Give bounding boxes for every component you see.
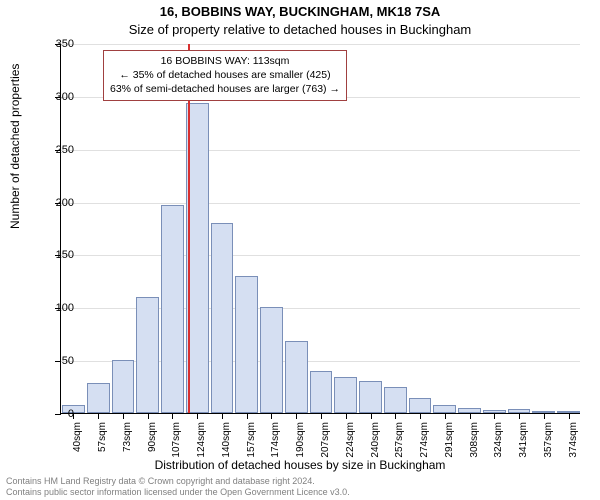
y-tick-label: 0 (34, 408, 74, 420)
x-tick-label: 57sqm (97, 422, 108, 462)
x-tick-label: 40sqm (72, 422, 83, 462)
x-tick (346, 413, 347, 419)
gridline (61, 44, 580, 45)
x-tick-label: 274sqm (419, 422, 430, 462)
histogram-bar (87, 383, 110, 413)
footer-attribution: Contains HM Land Registry data © Crown c… (6, 476, 350, 498)
page-title-line1: 16, BOBBINS WAY, BUCKINGHAM, MK18 7SA (0, 4, 600, 19)
x-tick-label: 190sqm (295, 422, 306, 462)
x-tick-label: 308sqm (469, 422, 480, 462)
histogram-bar (384, 387, 407, 413)
histogram-bar (112, 360, 135, 413)
histogram-plot: 16 BOBBINS WAY: 113sqm← 35% of detached … (60, 44, 580, 414)
annotation-box: 16 BOBBINS WAY: 113sqm← 35% of detached … (103, 50, 347, 101)
x-tick-label: 374sqm (568, 422, 579, 462)
x-tick (569, 413, 570, 419)
x-tick-label: 357sqm (543, 422, 554, 462)
y-tick-label: 50 (34, 355, 74, 367)
histogram-bar (310, 371, 333, 413)
histogram-bar (359, 381, 382, 413)
x-tick-label: 207sqm (320, 422, 331, 462)
x-tick-label: 240sqm (370, 422, 381, 462)
histogram-bar (136, 297, 159, 413)
histogram-bar (235, 276, 258, 413)
x-tick-label: 73sqm (122, 422, 133, 462)
x-tick (519, 413, 520, 419)
annotation-line2: ← 35% of detached houses are smaller (42… (110, 68, 340, 82)
x-tick-label: 124sqm (196, 422, 207, 462)
x-tick-label: 157sqm (246, 422, 257, 462)
x-tick (296, 413, 297, 419)
x-tick (123, 413, 124, 419)
x-tick-label: 140sqm (221, 422, 232, 462)
y-tick-label: 350 (34, 38, 74, 50)
gridline (61, 203, 580, 204)
x-tick (445, 413, 446, 419)
footer-line2: Contains public sector information licen… (6, 487, 350, 498)
x-tick (420, 413, 421, 419)
x-tick (494, 413, 495, 419)
x-tick (197, 413, 198, 419)
x-tick-label: 224sqm (345, 422, 356, 462)
x-tick-label: 341sqm (518, 422, 529, 462)
x-tick-label: 174sqm (270, 422, 281, 462)
histogram-bar (433, 405, 456, 413)
x-tick (321, 413, 322, 419)
x-tick (395, 413, 396, 419)
y-axis-label: Number of detached properties (8, 64, 22, 229)
histogram-bar (409, 398, 432, 413)
x-tick (172, 413, 173, 419)
y-tick-label: 150 (34, 249, 74, 261)
chart-container: 16, BOBBINS WAY, BUCKINGHAM, MK18 7SA Si… (0, 0, 600, 500)
histogram-bar (334, 377, 357, 413)
x-tick-label: 90sqm (147, 422, 158, 462)
x-tick (247, 413, 248, 419)
x-tick (544, 413, 545, 419)
y-tick-label: 300 (34, 91, 74, 103)
x-tick-label: 324sqm (493, 422, 504, 462)
x-tick-label: 291sqm (444, 422, 455, 462)
x-tick (470, 413, 471, 419)
gridline (61, 150, 580, 151)
y-tick-label: 250 (34, 144, 74, 156)
footer-line1: Contains HM Land Registry data © Crown c… (6, 476, 350, 487)
x-tick (98, 413, 99, 419)
y-tick-label: 100 (34, 302, 74, 314)
histogram-bar (260, 307, 283, 413)
annotation-line3: 63% of semi-detached houses are larger (… (110, 82, 340, 96)
annotation-line1: 16 BOBBINS WAY: 113sqm (110, 54, 340, 68)
histogram-bar (211, 223, 234, 413)
x-tick (271, 413, 272, 419)
x-tick (371, 413, 372, 419)
page-title-line2: Size of property relative to detached ho… (0, 22, 600, 37)
y-tick-label: 200 (34, 197, 74, 209)
x-tick (222, 413, 223, 419)
x-tick (148, 413, 149, 419)
gridline (61, 255, 580, 256)
histogram-bar (285, 341, 308, 413)
x-tick-label: 107sqm (171, 422, 182, 462)
histogram-bar (161, 205, 184, 413)
x-tick-label: 257sqm (394, 422, 405, 462)
